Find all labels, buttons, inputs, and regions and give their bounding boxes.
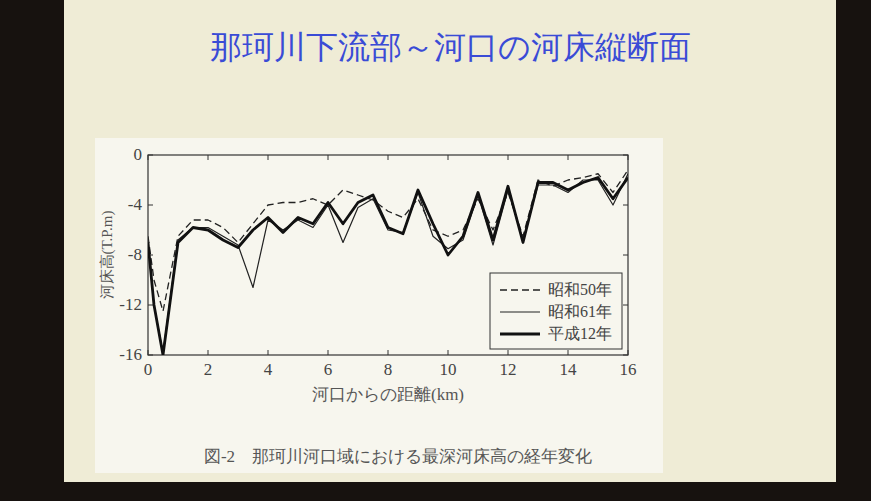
x-tick-label: 10: [440, 360, 457, 379]
y-tick-label: -4: [128, 195, 143, 214]
legend-swatch: [500, 333, 540, 336]
x-tick-top: [448, 155, 449, 160]
x-tick-label: 8: [384, 360, 393, 379]
y-tick: [148, 305, 153, 306]
x-tick-label: 14: [560, 360, 578, 379]
y-tick: [148, 205, 153, 206]
x-tick-top: [568, 155, 569, 160]
x-tick: [508, 350, 509, 355]
x-tick: [388, 350, 389, 355]
x-tick: [148, 350, 149, 355]
x-tick-top: [388, 155, 389, 160]
series-line: [148, 174, 628, 353]
figure-panel: [95, 138, 663, 473]
x-tick-label: 16: [620, 360, 637, 379]
y-tick-right: [623, 155, 628, 156]
x-tick: [268, 350, 269, 355]
x-tick-top: [268, 155, 269, 160]
y-tick-right: [623, 205, 628, 206]
y-tick-label: -8: [128, 245, 142, 264]
x-tick-label: 6: [324, 360, 333, 379]
x-tick-top: [508, 155, 509, 160]
legend-swatch: [500, 289, 540, 290]
caption: 図-2 那珂川河口域における最深河床高の経年変化: [204, 447, 592, 466]
legend-label: 昭和61年: [548, 303, 612, 320]
x-tick-top: [208, 155, 209, 160]
y-tick: [148, 155, 153, 156]
x-tick: [448, 350, 449, 355]
series-line: [148, 178, 628, 356]
y-tick-label: 0: [134, 145, 143, 164]
y-tick-right: [623, 305, 628, 306]
legend-swatch: [500, 311, 540, 312]
plot-frame: [148, 155, 628, 355]
y-tick-label: -12: [119, 295, 142, 314]
legend-box: [490, 273, 622, 349]
x-tick-top: [328, 155, 329, 160]
x-axis-label: 河口からの距離(km): [312, 385, 464, 404]
slide: [64, 0, 836, 482]
x-tick-label: 4: [264, 360, 273, 379]
x-tick-top: [628, 155, 629, 160]
x-tick: [328, 350, 329, 355]
legend-label: 平成12年: [548, 325, 612, 342]
y-tick-right: [623, 355, 628, 356]
y-tick: [148, 355, 153, 356]
legend: 昭和50年昭和61年平成12年: [490, 273, 622, 349]
x-tick: [568, 350, 569, 355]
x-tick: [628, 350, 629, 355]
series-line: [148, 170, 628, 311]
y-axis-label: 河床高(T.P.m): [99, 211, 116, 300]
background: [0, 0, 871, 501]
canvas: 那珂川下流部～河口の河床縦断面 0 2 4 6 8 10 12 14 16 0 -4 -8 -12 -16 河…: [0, 0, 871, 501]
x-tick: [208, 350, 209, 355]
x-tick-label: 0: [144, 360, 153, 379]
y-tick-right: [623, 255, 628, 256]
x-tick-top: [148, 155, 149, 160]
series-group: [148, 170, 628, 355]
x-tick-label: 12: [500, 360, 517, 379]
y-tick-label: -16: [119, 345, 142, 364]
title: 那珂川下流部～河口の河床縦断面: [210, 28, 691, 66]
x-tick-label: 2: [204, 360, 213, 379]
legend-label: 昭和50年: [548, 281, 612, 298]
